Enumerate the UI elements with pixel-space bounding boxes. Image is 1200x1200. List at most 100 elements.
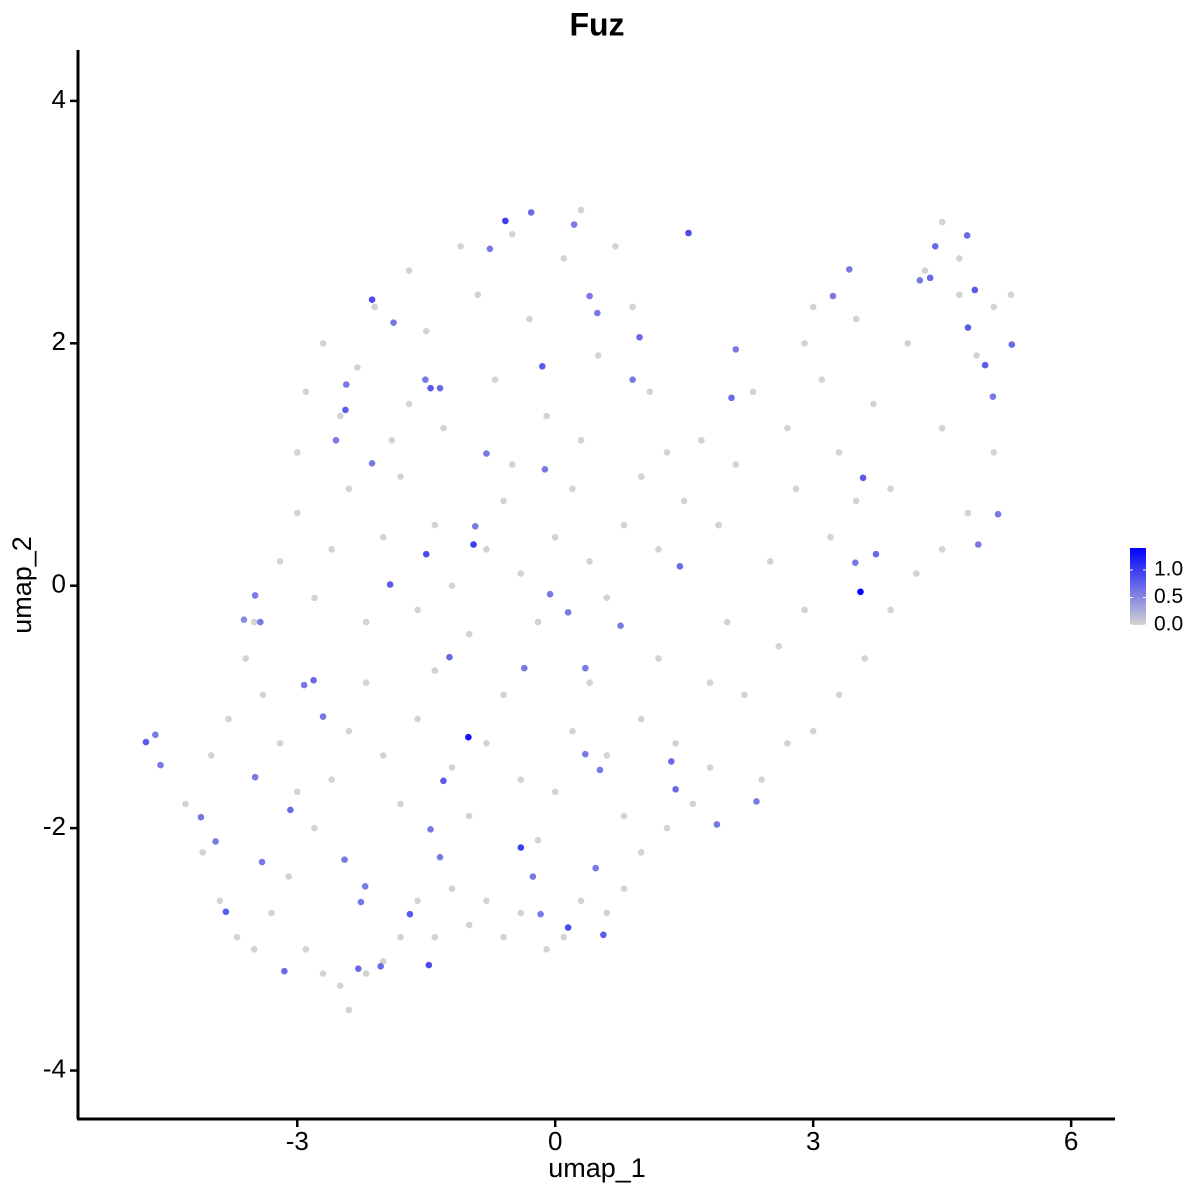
cell-point [483, 897, 490, 905]
cell-point [672, 739, 679, 747]
cell-point [852, 559, 859, 566]
y-tick-label: -4 [43, 1053, 66, 1083]
cell-point [397, 800, 404, 808]
cell-point [931, 243, 939, 250]
cell-point [570, 221, 578, 228]
cell-point [775, 643, 783, 650]
chart-title: Fuz [569, 6, 624, 42]
cell-point [680, 497, 688, 505]
cell-point [406, 910, 414, 918]
cell-point [285, 873, 292, 880]
cell-point [517, 909, 525, 917]
cell-point [801, 340, 808, 347]
cell-point [405, 267, 413, 274]
cell-point [646, 388, 654, 396]
cell-point [342, 406, 349, 414]
cell-point [259, 691, 267, 699]
cell-point [517, 570, 525, 577]
cell-point [446, 653, 453, 661]
cell-point [379, 533, 387, 541]
cell-point [732, 461, 740, 468]
cell-point [502, 217, 509, 225]
cell-point [197, 813, 205, 821]
cell-point [300, 681, 308, 689]
cell-point [835, 449, 843, 456]
cell-point [397, 473, 404, 480]
cell-point [332, 436, 340, 444]
cell-point [990, 449, 998, 456]
y-axis-label: umap_2 [7, 536, 37, 634]
cell-point [663, 824, 671, 832]
cell-point [846, 266, 853, 273]
cell-point [964, 509, 972, 517]
cell-point [715, 521, 722, 529]
cell-point [414, 606, 421, 614]
cell-point [293, 449, 301, 456]
cell-point [543, 946, 550, 953]
cell-point [586, 558, 593, 565]
cell-point [470, 541, 477, 548]
cell-point [414, 715, 421, 723]
cell-point [293, 509, 301, 517]
cell-point [637, 849, 645, 856]
cell-point [971, 286, 979, 294]
cell-point [612, 243, 619, 250]
x-axis-label: umap_1 [548, 1153, 646, 1183]
cell-point [199, 849, 206, 856]
cell-point [250, 946, 258, 953]
cell-point [577, 436, 585, 444]
cell-point [465, 630, 473, 638]
y-tick-label: -2 [43, 811, 66, 841]
cell-point [636, 333, 643, 341]
cell-point [784, 739, 791, 747]
cell-point [336, 982, 344, 989]
colorbar-label: 0.5 [1154, 585, 1183, 608]
cell-point [672, 786, 679, 793]
cell-point [371, 303, 378, 311]
cell-point [706, 764, 714, 771]
cell-point [302, 388, 310, 396]
x-tick-label: 0 [548, 1126, 562, 1156]
cell-point [448, 764, 456, 771]
cell-point [379, 752, 387, 759]
cell-point [233, 933, 241, 941]
cell-point [809, 303, 817, 311]
cell-point [921, 267, 929, 274]
cell-point [938, 546, 946, 553]
cell-point [390, 319, 397, 327]
cell-point [328, 546, 335, 553]
cell-point [872, 550, 880, 558]
cell-point [596, 766, 604, 774]
cell-point [861, 655, 869, 662]
cell-point [397, 933, 404, 941]
cell-point [629, 303, 636, 311]
colorbar [1130, 548, 1146, 625]
cell-point [577, 206, 585, 214]
cell-point [713, 821, 721, 828]
cell-point [500, 691, 507, 699]
cell-point [448, 582, 456, 590]
cell-point [500, 497, 507, 505]
cell-point [319, 340, 327, 347]
cell-point [534, 618, 542, 626]
cell-point [916, 276, 924, 284]
cell-point [440, 424, 447, 432]
cell-point [668, 758, 675, 765]
cell-point [829, 292, 837, 300]
cell-point [887, 485, 894, 493]
cell-point [603, 594, 611, 602]
cell-point [741, 691, 748, 699]
cell-point [465, 733, 472, 741]
cell-point [258, 858, 266, 866]
cell-point [425, 961, 433, 969]
cell-point [938, 218, 946, 226]
cell-point [427, 384, 434, 392]
cell-point [157, 761, 164, 769]
cell-point [529, 873, 537, 880]
cell-point [448, 885, 456, 893]
cell-point [508, 461, 516, 468]
cell-point [676, 563, 684, 570]
cell-point [287, 806, 294, 814]
cell-point [414, 897, 421, 905]
